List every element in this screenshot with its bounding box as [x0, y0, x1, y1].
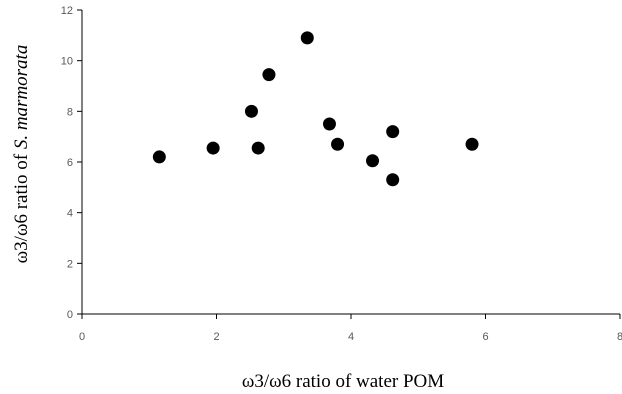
data-point	[244, 104, 258, 118]
y-tick-label: 6	[67, 157, 73, 169]
x-tick-label: 6	[482, 331, 488, 343]
x-tick-label: 8	[617, 331, 622, 343]
y-tick-label: 10	[61, 56, 73, 68]
data-points	[152, 31, 479, 187]
data-point	[386, 173, 400, 187]
y-tick-label: 0	[67, 309, 73, 321]
x-tick-label: 2	[213, 331, 219, 343]
y-tick-label: 8	[67, 106, 73, 118]
y-axis-title-species: S. marmorata	[11, 45, 32, 150]
data-point	[251, 141, 265, 155]
data-point	[331, 137, 345, 151]
x-axis-ticks: 0 2 4 6 8	[79, 314, 622, 343]
data-point	[322, 117, 336, 131]
x-tick-label: 0	[79, 331, 85, 343]
data-point	[386, 125, 400, 139]
y-axis-ticks: 0 2 4 6 8 10 12	[61, 5, 82, 321]
data-point	[206, 141, 220, 155]
y-tick-label: 2	[67, 258, 73, 270]
x-tick-label: 4	[348, 331, 354, 343]
data-point	[366, 154, 380, 168]
x-axis-title: ω3/ω6 ratio of water POM	[242, 371, 444, 392]
data-point	[465, 137, 479, 151]
data-point	[152, 150, 166, 164]
y-axis-title-prefix: ω3/ω6 ratio of	[11, 149, 32, 263]
data-point	[300, 31, 314, 45]
y-tick-label: 4	[67, 208, 73, 220]
y-axis-title: ω3/ω6 ratio of S. marmorata	[11, 45, 32, 264]
data-point	[262, 68, 276, 82]
y-tick-label: 12	[61, 5, 73, 17]
